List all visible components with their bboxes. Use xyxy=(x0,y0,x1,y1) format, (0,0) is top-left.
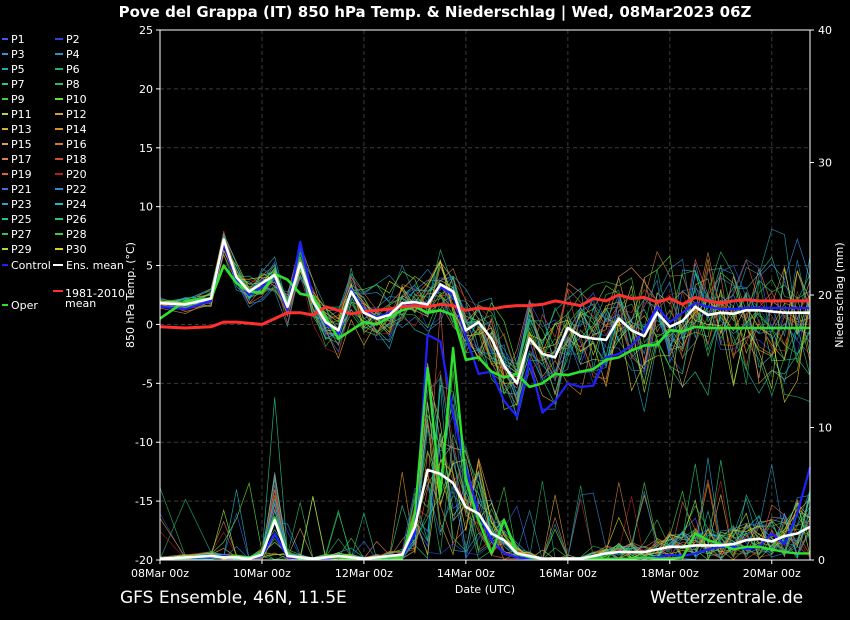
member-precip-line xyxy=(159,428,811,561)
legend: P1 P3 P5 P7 P9 P11 P13 P15 P17 P19 P21 P23 P25 P27 P29… xyxy=(2,33,125,312)
y-tick-label-left: 20 xyxy=(139,83,153,96)
footer-source: GFS Ensemble, 46N, 11.5E xyxy=(120,588,347,608)
y-tick-label-left: -10 xyxy=(135,436,153,449)
legend-label: P5 xyxy=(11,63,25,76)
legend-label: P9 xyxy=(11,93,25,106)
x-tick-label: 12Mar 00z xyxy=(335,567,393,580)
legend-label: P19 xyxy=(11,168,32,181)
member-temp-line xyxy=(159,239,811,382)
chart-title: Pove del Grappa (IT) 850 hPa Temp. & Nie… xyxy=(119,3,752,22)
legend-label: P28 xyxy=(66,228,87,241)
legend-label: P4 xyxy=(66,48,80,61)
y-tick-label-right: 10 xyxy=(818,422,832,435)
legend-label: P24 xyxy=(66,198,87,211)
y-tick-label-right: 30 xyxy=(818,157,832,170)
y-tick-label-left: 5 xyxy=(146,260,153,273)
legend-label: P12 xyxy=(66,108,87,121)
legend-label: P3 xyxy=(11,48,25,61)
footer-site: Wetterzentrale.de xyxy=(650,588,804,608)
x-tick-label: 18Mar 00z xyxy=(641,567,699,580)
axes: -20 -15 -10 -5 0 5 10 15 20 25 0 10 20 30 40 08Mar 00z 1… xyxy=(131,24,832,580)
y-tick-label-right: 0 xyxy=(818,554,825,567)
x-tick-label: 20Mar 00z xyxy=(743,567,801,580)
series-line-ens-mean xyxy=(159,238,810,385)
y-tick-label-left: 15 xyxy=(139,142,153,155)
series-line-oper xyxy=(159,264,810,389)
series-lines xyxy=(159,238,812,560)
legend-label: P1 xyxy=(11,33,25,46)
member-temp-line xyxy=(159,244,811,384)
legend-label: Oper xyxy=(11,299,38,312)
legend-label: mean xyxy=(65,297,96,310)
legend-label: P26 xyxy=(66,213,87,226)
series-line-ens-mean-precip xyxy=(159,468,811,560)
legend-label: P25 xyxy=(11,213,32,226)
legend-label: P20 xyxy=(66,168,87,181)
legend-label: P22 xyxy=(66,183,87,196)
y-tick-label-left: 0 xyxy=(146,318,153,331)
legend-label: P30 xyxy=(66,243,87,256)
y-tick-label-left: -15 xyxy=(135,495,153,508)
legend-label: P11 xyxy=(11,108,32,121)
legend-label: P13 xyxy=(11,123,32,136)
series-line-control-precip xyxy=(159,333,812,560)
legend-label: P23 xyxy=(11,198,32,211)
y-axis-label-right: Niederschlag (mm) xyxy=(833,242,846,347)
legend-label: P15 xyxy=(11,138,32,151)
y-axis-label-left: 850 hPa Temp. (°C) xyxy=(124,242,137,348)
x-tick-label: 16Mar 00z xyxy=(539,567,597,580)
x-axis-label: Date (UTC) xyxy=(455,583,515,596)
y-tick-label-right: 20 xyxy=(818,289,832,302)
legend-label: 1981-2010 xyxy=(65,287,125,300)
x-tick-label: 08Mar 00z xyxy=(131,567,189,580)
legend-label: P16 xyxy=(66,138,87,151)
series-line-1981-2010-mean xyxy=(159,293,810,330)
legend-label: Ens. mean xyxy=(66,259,124,272)
legend-label: P2 xyxy=(66,33,80,46)
legend-label: Control xyxy=(11,259,51,272)
y-tick-label-right: 40 xyxy=(818,24,832,37)
legend-label: P8 xyxy=(66,78,80,91)
legend-label: P6 xyxy=(66,63,80,76)
legend-label: P17 xyxy=(11,153,32,166)
member-temp-line xyxy=(159,239,811,392)
y-tick-label-left: 25 xyxy=(139,24,153,37)
legend-label: P7 xyxy=(11,78,25,91)
legend-label: P14 xyxy=(66,123,87,136)
legend-label: P10 xyxy=(66,93,87,106)
legend-label: P27 xyxy=(11,228,32,241)
legend-label: P21 xyxy=(11,183,32,196)
y-tick-label-left: -20 xyxy=(135,554,153,567)
y-tick-label-left: 10 xyxy=(139,201,153,214)
x-tick-label: 14Mar 00z xyxy=(437,567,495,580)
y-tick-label-left: -5 xyxy=(142,377,153,390)
legend-label: P29 xyxy=(11,243,32,256)
legend-label: P18 xyxy=(66,153,87,166)
x-tick-label: 10Mar 00z xyxy=(233,567,291,580)
